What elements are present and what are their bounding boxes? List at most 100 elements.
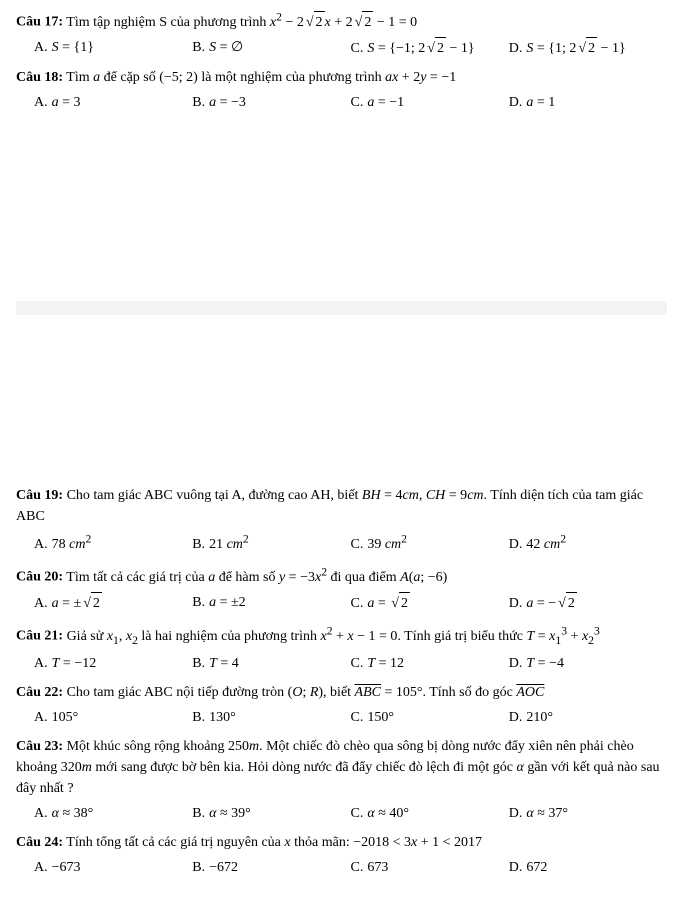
question-stem: Câu 22: Cho tam giác ABC nội tiếp đường … — [16, 682, 667, 703]
question-text: Tính tổng tất cả các giá trị nguyên của … — [63, 835, 482, 850]
option: C.T = 12 — [351, 653, 509, 674]
option-value: 672 — [526, 860, 547, 875]
page-divider — [16, 301, 667, 315]
option-value: 42 cm2 — [526, 537, 566, 552]
question-stem: Câu 21: Giả sử x1, x2 là hai nghiệm của … — [16, 622, 667, 649]
option-value: a = 1 — [526, 95, 555, 110]
options-row: A.S = {1}B. S = ∅ C.S = {−1; 2√2 − 1}D.S =… — [34, 37, 667, 59]
option: D.α ≈ 37° — [509, 803, 667, 824]
question-text: Cho tam giác ABC vuông tại A, đường cao … — [16, 488, 643, 524]
option-value: S = {1; 2√2 − 1} — [526, 41, 625, 56]
option-value: α ≈ 38° — [52, 806, 94, 821]
option: D.42 cm2 — [509, 531, 667, 556]
option-letter: B. — [192, 860, 205, 875]
question-stem: Câu 20: Tìm tất cả các giá trị của a để … — [16, 563, 667, 588]
question: Câu 19: Cho tam giác ABC vuông tại A, đư… — [16, 485, 667, 556]
question-text: Giả sử x1, x2 là hai nghiệm của phương t… — [63, 629, 600, 644]
option-value: 39 cm2 — [367, 537, 407, 552]
question-label: Câu 21: — [16, 629, 63, 644]
question-stem: Câu 18: Tìm a để cặp số (−5; 2) là một n… — [16, 67, 667, 88]
option: A.S = {1} — [34, 37, 192, 59]
question-label: Câu 18: — [16, 70, 63, 85]
option-letter: D. — [509, 596, 523, 611]
option-letter: A. — [34, 806, 48, 821]
option-value: T = 12 — [367, 656, 404, 671]
option-value: 130° — [209, 710, 236, 725]
option-letter: B. — [192, 806, 205, 821]
question-text: Tìm a để cặp số (−5; 2) là một nghiệm củ… — [63, 70, 456, 85]
option-value: α ≈ 37° — [526, 806, 568, 821]
option-value: −672 — [209, 860, 238, 875]
option-value: 21 cm2 — [209, 537, 249, 552]
question: Câu 20: Tìm tất cả các giá trị của a để … — [16, 563, 667, 614]
option-value: S = ∅ — [209, 40, 243, 55]
option-value: T = 4 — [209, 656, 239, 671]
option-value: −673 — [52, 860, 81, 875]
option-letter: C. — [351, 860, 364, 875]
option: B. S = ∅ — [192, 37, 350, 59]
option-value: α ≈ 40° — [367, 806, 409, 821]
question: Câu 17: Tìm tập nghiệm S của phương trìn… — [16, 8, 667, 59]
option-letter: B. — [192, 40, 205, 55]
page-whitespace — [16, 121, 667, 301]
option-value: a = 3 — [52, 95, 81, 110]
option: D.T = −4 — [509, 653, 667, 674]
option: A. α ≈ 38° — [34, 803, 192, 824]
options-row: A.T = −12B.T = 4C.T = 12D.T = −4 — [34, 653, 667, 674]
question: Câu 21: Giả sử x1, x2 là hai nghiệm của … — [16, 622, 667, 674]
option: A. 78 cm2 — [34, 531, 192, 556]
question: Câu 22: Cho tam giác ABC nội tiếp đường … — [16, 682, 667, 728]
option: A. a = 3 — [34, 92, 192, 113]
option-value: a = −1 — [367, 95, 404, 110]
question-text: Tìm tất cả các giá trị của a để hàm số y… — [63, 570, 447, 585]
option: B.a = −3 — [192, 92, 350, 113]
option-letter: A. — [34, 596, 48, 611]
option-letter: C. — [351, 95, 364, 110]
option: D.a = −√2 — [509, 592, 667, 614]
question-stem: Câu 23: Một khúc sông rộng khoảng 250m. … — [16, 736, 667, 799]
question-text: Tìm tập nghiệm S của phương trình x2 − 2… — [63, 15, 417, 30]
option-value: a = −√2 — [526, 596, 576, 611]
question-stem: Câu 24: Tính tổng tất cả các giá trị ngu… — [16, 832, 667, 853]
option-letter: D. — [509, 41, 523, 56]
option: D.S = {1; 2√2 − 1} — [509, 37, 667, 59]
options-row: A. a = 3 B.a = −3C.a = −1 D.a = 1 — [34, 92, 667, 113]
option-letter: C. — [351, 656, 364, 671]
option-value: 673 — [367, 860, 388, 875]
option-letter: A. — [34, 537, 48, 552]
question-label: Câu 22: — [16, 685, 63, 700]
option: A. a = ±√2 — [34, 592, 192, 614]
option-letter: D. — [509, 710, 523, 725]
option-value: 105° — [52, 710, 79, 725]
option: B. α ≈ 39° — [192, 803, 350, 824]
option-value: a = ±√2 — [52, 596, 102, 611]
options-row: A.a = ±√2B.a = ±2C.a = √2D.a = −√2 — [34, 592, 667, 614]
option-value: 78 cm2 — [52, 537, 92, 552]
option-value: 210° — [526, 710, 553, 725]
question-label: Câu 17: — [16, 15, 63, 30]
option-value: α ≈ 39° — [209, 806, 251, 821]
option: C.150° — [351, 707, 509, 728]
option-letter: D. — [509, 537, 523, 552]
option-letter: D. — [509, 656, 523, 671]
option-letter: C. — [351, 596, 364, 611]
option-value: a = −3 — [209, 95, 246, 110]
option: B.130° — [192, 707, 350, 728]
option-letter: D. — [509, 95, 523, 110]
option-letter: C. — [351, 537, 364, 552]
option-letter: A. — [34, 710, 48, 725]
question-label: Câu 23: — [16, 739, 63, 754]
option-letter: A. — [34, 40, 48, 55]
question-stem: Câu 17: Tìm tập nghiệm S của phương trìn… — [16, 8, 667, 33]
option-letter: B. — [192, 595, 205, 610]
question: Câu 24: Tính tổng tất cả các giá trị ngu… — [16, 832, 667, 878]
option: C.α ≈ 40° — [351, 803, 509, 824]
option-letter: D. — [509, 806, 523, 821]
question: Câu 18: Tìm a để cặp số (−5; 2) là một n… — [16, 67, 667, 113]
option: B. −672 — [192, 857, 350, 878]
option-value: T = −4 — [526, 656, 564, 671]
question-label: Câu 24: — [16, 835, 63, 850]
option: C.S = {−1; 2√2 − 1} — [351, 37, 509, 59]
option-letter: A. — [34, 95, 48, 110]
option: B.T = 4 — [192, 653, 350, 674]
